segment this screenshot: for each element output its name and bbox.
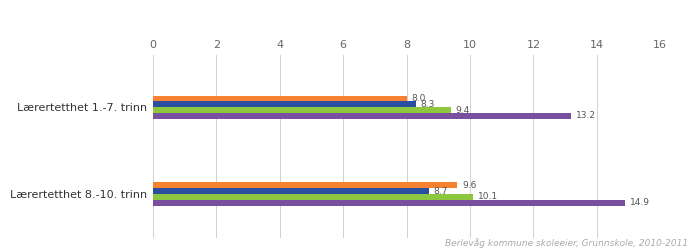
Text: 8.3: 8.3 (421, 100, 435, 109)
Bar (153, 113, 571, 119)
Text: 9.4: 9.4 (456, 106, 470, 114)
Bar (153, 96, 407, 101)
Text: 8.7: 8.7 (434, 186, 448, 196)
Bar (153, 200, 626, 206)
Bar (153, 107, 451, 113)
Bar (153, 188, 429, 194)
Text: 14.9: 14.9 (630, 198, 650, 207)
Bar (153, 182, 457, 188)
Text: 10.1: 10.1 (478, 192, 498, 202)
Text: 13.2: 13.2 (576, 112, 596, 120)
Bar (153, 194, 473, 200)
Text: 8.0: 8.0 (411, 94, 426, 103)
Bar (153, 102, 416, 107)
Text: Berlevåg kommune skoleeier, Grunnskole, 2010-2011: Berlevåg kommune skoleeier, Grunnskole, … (445, 238, 688, 248)
Text: 9.6: 9.6 (462, 181, 477, 190)
